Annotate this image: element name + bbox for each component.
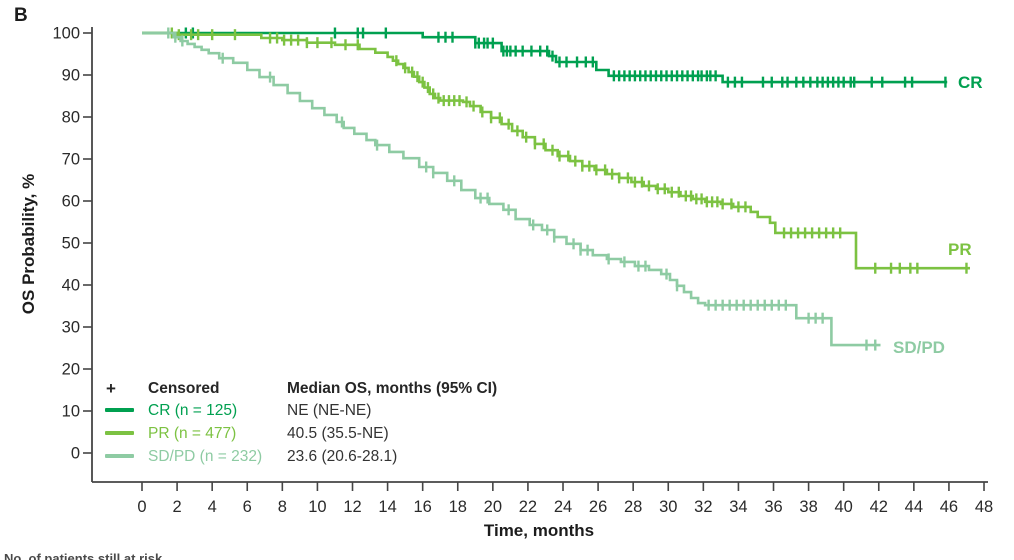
x-tick-label: 44 [905,498,923,516]
legend-median-header: Median OS, months (95% CI) [287,380,498,397]
x-tick-label: 38 [799,498,817,516]
x-tick-label: 46 [940,498,958,516]
y-tick-label: 50 [62,235,80,253]
x-tick-label: 2 [172,498,181,516]
y-axis-title: OS Probability, % [19,173,38,315]
legend-swatch-sdpd [105,454,134,458]
legend-label-pr: PR (n = 477) [148,425,237,442]
x-tick-label: 16 [413,498,431,516]
panel-label: B [14,5,28,26]
legend-median-cr: NE (NE-NE) [287,402,372,419]
x-tick-label: 10 [308,498,326,516]
legend-swatch-cr [105,408,134,412]
x-tick-label: 36 [764,498,782,516]
x-tick-label: 24 [554,498,572,516]
legend-label-sdpd: SD/PD (n = 232) [148,448,263,465]
y-tick-label: 90 [62,67,80,85]
legend-median-sdpd: 23.6 (20.6-28.1) [287,448,398,465]
x-tick-label: 34 [729,498,747,516]
x-tick-label: 18 [449,498,467,516]
y-tick-label: 0 [71,445,80,463]
y-tick-label: 20 [62,361,80,379]
y-tick-label: 40 [62,277,80,295]
x-tick-label: 4 [208,498,217,516]
y-tick-label: 100 [52,25,80,43]
x-tick-label: 6 [243,498,252,516]
y-tick-label: 30 [62,319,80,337]
curve-end-label-sdpd: SD/PD [893,338,945,357]
x-tick-label: 28 [624,498,642,516]
km-curve-cr [142,31,948,84]
y-tick-label: 80 [62,109,80,127]
legend-censored-label: Censored [148,380,220,397]
x-tick-label: 12 [343,498,361,516]
x-axis-title: Time, months [483,521,595,540]
legend-swatch-pr [105,431,134,435]
legend-median-pr: 40.5 (35.5-NE) [287,425,389,442]
clipped-footnote: No. of patients still at risk [4,551,163,560]
x-tick-label: 20 [484,498,502,516]
y-tick-label: 60 [62,193,80,211]
km-curve-sdpd [142,31,881,347]
km-curve-pr [142,31,970,270]
x-tick-label: 0 [137,498,146,516]
x-tick-label: 48 [975,498,993,516]
curve-end-label-cr: CR [958,73,983,92]
x-tick-label: 26 [589,498,607,516]
legend-label-cr: CR (n = 125) [148,402,238,419]
x-tick-label: 30 [659,498,677,516]
x-tick-label: 32 [694,498,712,516]
x-tick-label: 8 [278,498,287,516]
x-tick-label: 14 [378,498,396,516]
y-tick-label: 10 [62,403,80,421]
x-tick-label: 40 [835,498,853,516]
x-tick-label: 42 [870,498,888,516]
x-tick-label: 22 [519,498,537,516]
curve-end-label-pr: PR [948,240,972,259]
y-tick-label: 70 [62,151,80,169]
censored-plus-icon: + [106,379,116,398]
